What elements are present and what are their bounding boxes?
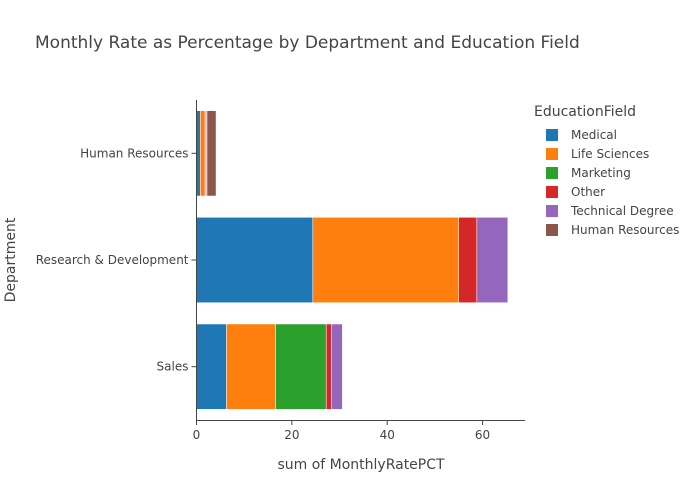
y-axis-title: Department <box>3 217 19 302</box>
bar-human-resources-human-resources[interactable] <box>206 110 217 197</box>
legend-title: EducationField <box>534 104 637 120</box>
legend-item-human-resources[interactable]: Human Resources <box>534 220 679 239</box>
legend-swatch <box>546 147 558 160</box>
chart-title: Monthly Rate as Percentage by Department… <box>35 33 580 53</box>
bar-research-development-medical[interactable] <box>196 217 314 303</box>
legend-item-technical-degree[interactable]: Technical Degree <box>534 201 679 220</box>
y-tick-label: Sales <box>157 360 189 374</box>
x-tick-label: 60 <box>475 428 490 442</box>
legend: EducationField Medical Life Sciences Marke… <box>534 104 679 239</box>
x-tick-label: 40 <box>380 428 395 442</box>
legend-label: Life Sciences <box>571 146 650 161</box>
x-tick-label: 20 <box>284 428 299 442</box>
x-axis-title: sum of MonthlyRatePCT <box>277 457 445 473</box>
bar-research-development-technical-degree[interactable] <box>476 217 509 303</box>
bar-sales-life-sciences[interactable] <box>226 323 276 410</box>
legend-item-medical[interactable]: Medical <box>534 125 679 144</box>
bar-research-development-other[interactable] <box>458 217 478 303</box>
legend-item-other[interactable]: Other <box>534 182 679 201</box>
bar-sales-technical-degree[interactable] <box>331 323 343 410</box>
legend-swatch <box>546 185 558 198</box>
bar-research-development-life-sciences[interactable] <box>312 217 459 303</box>
y-tick-label: Research & Development <box>36 253 189 267</box>
legend-label: Other <box>571 184 606 199</box>
legend-label: Marketing <box>571 165 631 180</box>
bar-sales-marketing[interactable] <box>275 323 327 410</box>
bar-sales-medical[interactable] <box>196 323 227 410</box>
bar-sales-other[interactable] <box>325 323 332 410</box>
legend-swatch <box>546 223 558 236</box>
legend-item-marketing[interactable]: Marketing <box>534 163 679 182</box>
legend-label: Medical <box>571 127 617 142</box>
legend-label: Technical Degree <box>571 203 674 218</box>
x-tick-label: 0 <box>193 428 201 442</box>
legend-item-life-sciences[interactable]: Life Sciences <box>534 144 679 163</box>
y-tick-label: Human Resources <box>80 146 188 160</box>
legend-swatch <box>546 204 558 217</box>
bar-human-resources-medical[interactable] <box>196 110 201 197</box>
legend-swatch <box>546 128 558 141</box>
legend-label: Human Resources <box>571 222 680 237</box>
bar-human-resources-life-sciences[interactable] <box>200 110 206 197</box>
legend-swatch <box>546 166 558 179</box>
